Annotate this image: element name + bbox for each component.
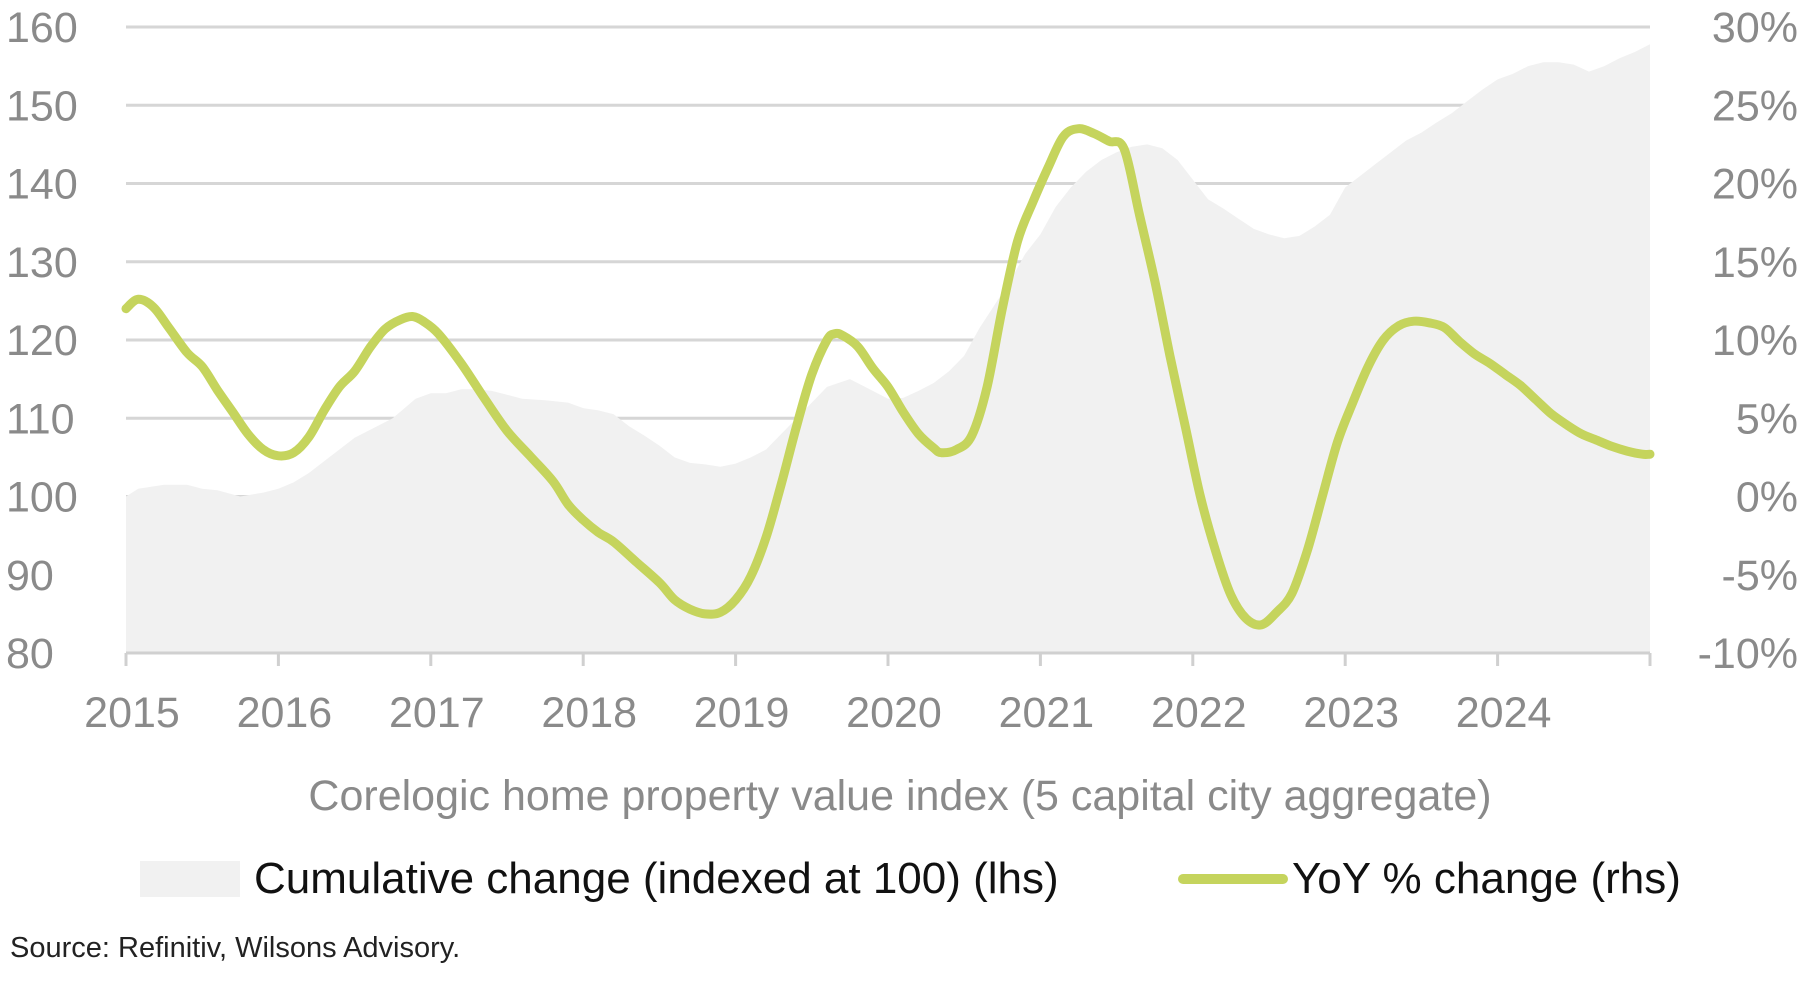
x-tick-label: 2016 — [237, 689, 333, 737]
chart: 160 150 140 130 120 110 100 90 80 30% 25% 20% 15% 10… — [6, 4, 1798, 737]
y-tick-label-left: 80 — [6, 630, 54, 678]
x-tick-label: 2024 — [1456, 689, 1552, 737]
y-tick-label-right: -10% — [1698, 630, 1798, 678]
y-tick-label-left: 90 — [6, 552, 54, 600]
x-tick-label: 2023 — [1303, 689, 1399, 737]
y-tick-label-left: 160 — [6, 4, 78, 52]
area-swatch — [140, 861, 240, 897]
y-tick-label-left: 140 — [6, 161, 78, 209]
y-tick-label-right: 0% — [1736, 474, 1798, 522]
line-swatch — [1178, 874, 1288, 884]
y-tick-label-left: 120 — [6, 317, 78, 365]
x-axis — [124, 651, 1652, 666]
y-tick-label-right: 30% — [1712, 4, 1798, 52]
yoy-change-line — [121, 124, 1655, 630]
x-tick-label: 2019 — [694, 689, 790, 737]
legend-label-cumulative: Cumulative change (indexed at 100) (lhs) — [254, 854, 1059, 903]
y-tick-label-right: 5% — [1736, 395, 1798, 443]
cumulative-change-area — [126, 44, 1650, 653]
y-tick-label-right: 15% — [1712, 239, 1798, 287]
y-tick-label-left: 130 — [6, 239, 78, 287]
y-tick-label-right: 25% — [1712, 82, 1798, 130]
y-tick-label-left: 100 — [6, 474, 78, 522]
x-tick-label: 2022 — [1151, 689, 1247, 737]
source-note: Source: Refinitiv, Wilsons Advisory. — [10, 932, 461, 964]
y-tick-label-left: 110 — [6, 395, 75, 443]
x-axis-labels: 2015 2016 2017 2018 2019 2020 2021 2022 2023 2024 — [84, 689, 1551, 737]
x-tick-label: 2021 — [999, 689, 1095, 737]
x-tick-label: 2015 — [84, 689, 180, 737]
legend-label-yoy: YoY % change (rhs) — [1292, 854, 1681, 903]
y-tick-label-right: 20% — [1712, 161, 1798, 209]
x-tick-label: 2018 — [541, 689, 637, 737]
x-tick-label: 2017 — [389, 689, 485, 737]
x-tick-label: 2020 — [846, 689, 942, 737]
legend-item-yoy: YoY % change (rhs) — [1178, 848, 1681, 910]
y-axis-right: 30% 25% 20% 15% 10% 5% 0% -5% -10% — [1698, 4, 1798, 678]
y-tick-label-left: 150 — [6, 82, 78, 130]
y-axis-left: 160 150 140 130 120 110 100 90 80 — [6, 4, 78, 678]
legend-item-cumulative: Cumulative change (indexed at 100) (lhs) — [140, 848, 1059, 910]
y-tick-label-right: -5% — [1722, 552, 1798, 600]
chart-caption: Corelogic home property value index (5 c… — [308, 772, 1492, 820]
y-tick-label-right: 10% — [1712, 317, 1798, 365]
